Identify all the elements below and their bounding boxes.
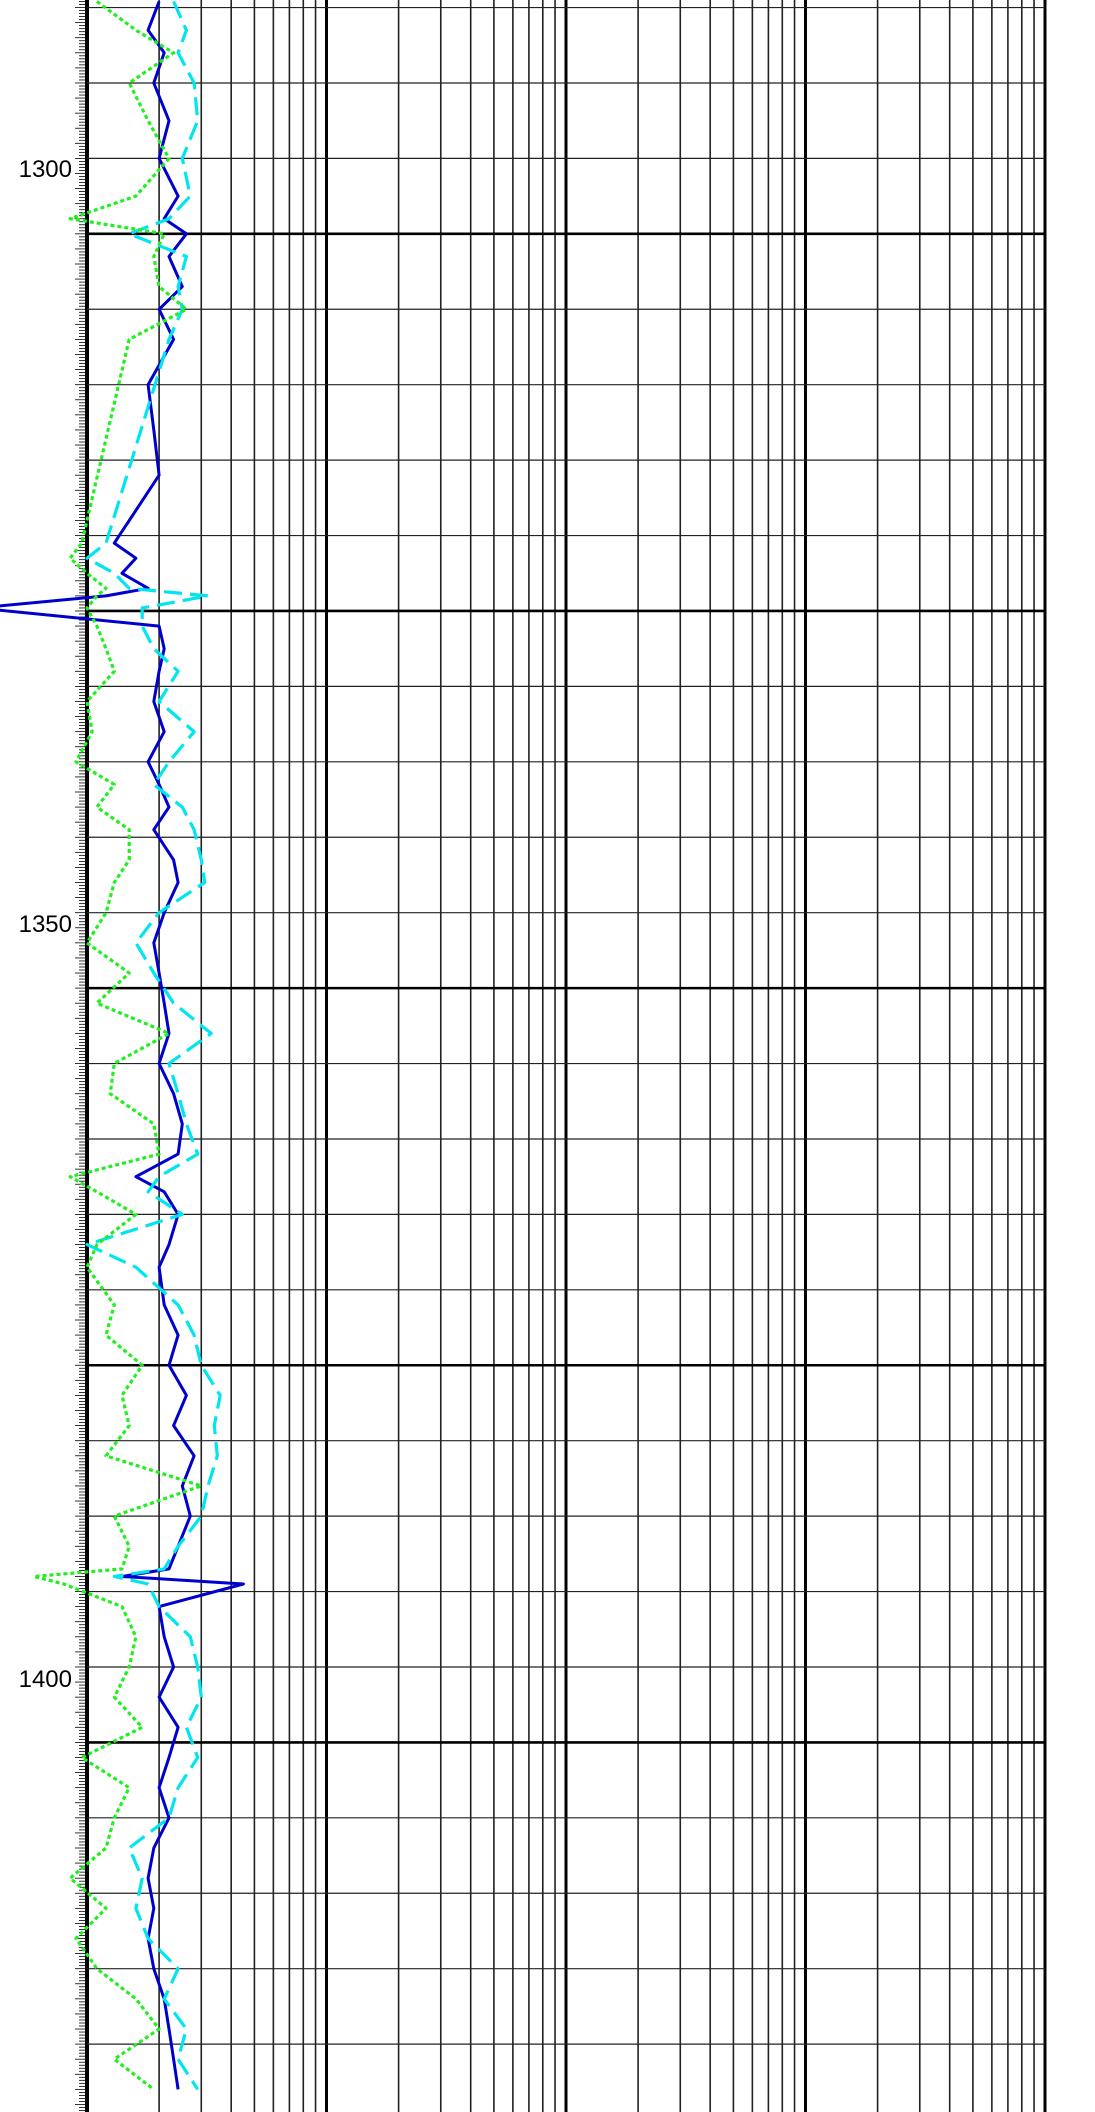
depth-label-1400: 1400 [19, 1666, 72, 1693]
depth-label-1300: 1300 [19, 156, 72, 183]
log-grid [85, 0, 1047, 2112]
log-curve-2 [85, 0, 222, 2091]
depth-label-1350: 1350 [19, 911, 72, 938]
log-curve-3 [32, 0, 203, 2091]
log-curves [0, 0, 245, 2091]
log-curve-1 [0, 0, 245, 2090]
depth-labels: 1300 1350 1400 [19, 156, 72, 1693]
